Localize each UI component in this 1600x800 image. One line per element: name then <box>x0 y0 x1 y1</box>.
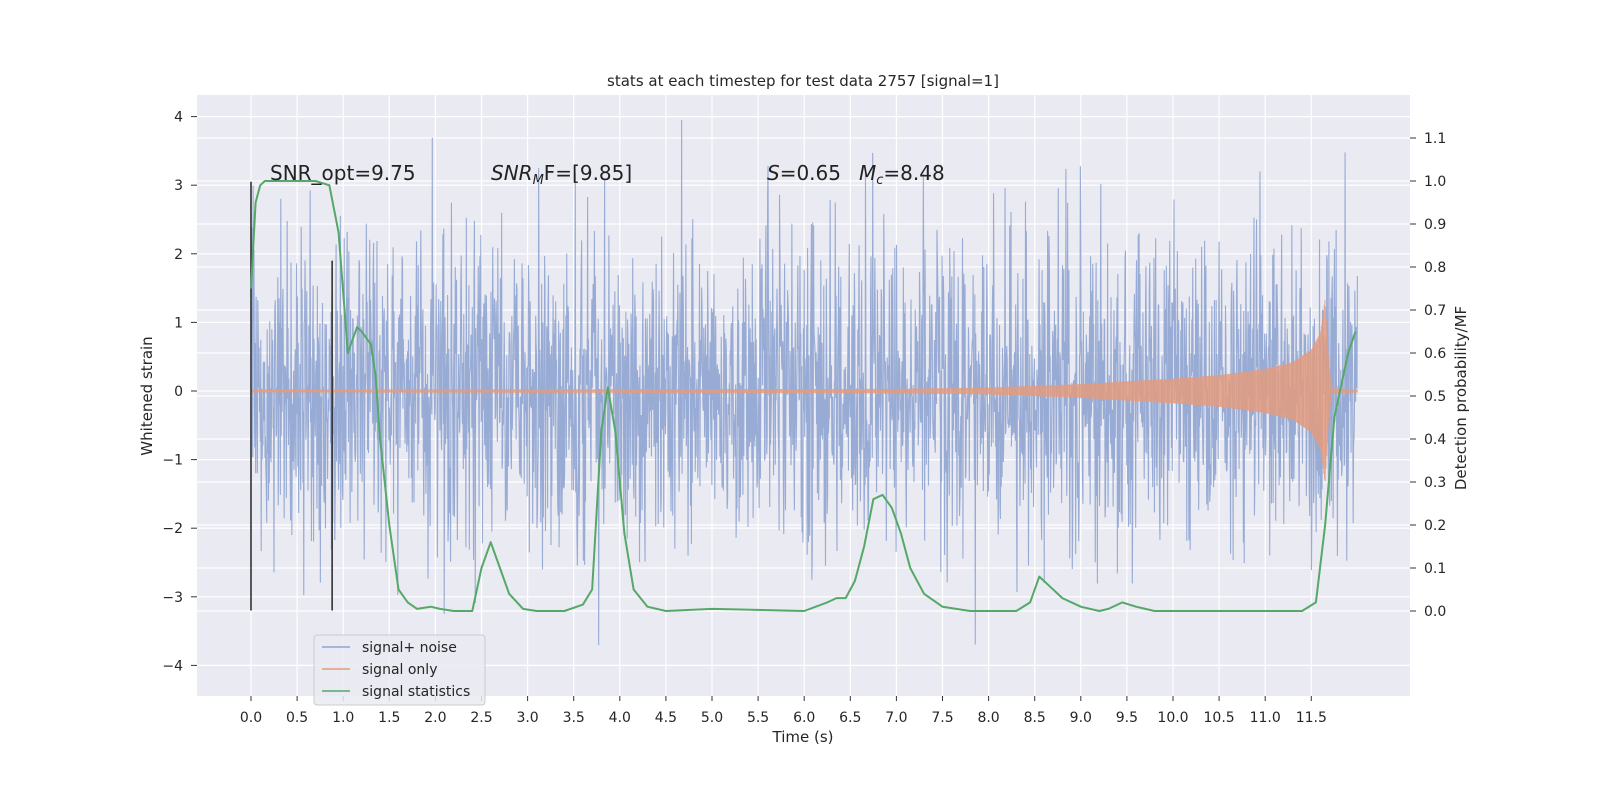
y-left-tick-label: −3 <box>162 590 183 606</box>
x-tick-label: 8.0 <box>977 710 999 726</box>
y-axis-left-label: Whitened strain <box>138 336 156 455</box>
y-right-tick-label: 0.2 <box>1424 518 1446 534</box>
x-tick-label: 3.0 <box>516 710 538 726</box>
statistics-line <box>250 180 1357 612</box>
y-right-tick-label: 0.6 <box>1424 346 1446 362</box>
annotation-snr-mf-rest: F=[9.85] <box>544 161 632 185</box>
x-tick-label: 5.5 <box>747 710 769 726</box>
x-tick-label: 1.0 <box>332 710 354 726</box>
series-signal-only <box>250 300 1358 482</box>
annotation-snr-mf-main: SNR <box>491 161 533 185</box>
y-left-tick-label: −2 <box>162 521 183 537</box>
annotation-mc: Mc=8.48 <box>859 161 945 188</box>
y-right-tick-label: 0.3 <box>1424 475 1446 491</box>
x-tick-label: 2.5 <box>470 710 492 726</box>
annotation-mc-sub: c <box>876 173 883 188</box>
x-tick-label: 0.0 <box>240 710 262 726</box>
annotation-mc-main: M <box>859 161 876 185</box>
y-left-tick-label: 2 <box>174 247 183 263</box>
x-tick-label: 6.5 <box>839 710 861 726</box>
legend-label-signal-only: signal only <box>362 662 437 678</box>
y-left-tick-label: 0 <box>174 384 183 400</box>
y-right-tick-label: 0.1 <box>1424 561 1446 577</box>
annotation-snr-mf: SNRMF=[9.85] <box>491 161 632 188</box>
x-tick-label: 3.5 <box>563 710 585 726</box>
legend-label-signal-statistics: signal statistics <box>362 684 470 700</box>
legend-box <box>313 634 486 706</box>
vertical-markers <box>250 181 333 611</box>
y-right-tick-label: 0.5 <box>1424 389 1446 405</box>
x-tick-label: 7.5 <box>931 710 953 726</box>
legend-label-signal-noise: signal+ noise <box>362 640 457 656</box>
x-tick-label: 5.0 <box>701 710 723 726</box>
x-tick-label: 7.0 <box>885 710 907 726</box>
y-right-tick-label: 1.1 <box>1424 131 1446 147</box>
y-right-tick-label: 0.7 <box>1424 303 1446 319</box>
annotation-mc-rest: =8.48 <box>883 161 944 185</box>
annotation-s-main: S <box>767 161 780 185</box>
y-left-tick-label: 4 <box>174 110 183 126</box>
y-axis-right-label: Detection probability/MF <box>1452 306 1470 490</box>
y-axis-left-ticks: 4 3 2 1 0 −1 −2 −3 −4 <box>162 110 197 674</box>
x-tick-label: 10.5 <box>1204 710 1235 726</box>
series-signal-statistics <box>250 180 1357 612</box>
x-tick-label: 1.5 <box>378 710 400 726</box>
legend: signal+ noise signal only signal statist… <box>313 634 486 706</box>
x-tick-label: 10.0 <box>1157 710 1188 726</box>
x-tick-label: 11.5 <box>1296 710 1327 726</box>
y-axis-right-ticks: 1.1 1.0 0.9 0.8 0.7 0.6 0.5 0.4 0.3 0.2 0.1 0.0 <box>1410 131 1446 620</box>
y-left-tick-label: −4 <box>162 658 183 674</box>
y-left-tick-label: 3 <box>174 178 183 194</box>
annotation-s-rest: =0.65 <box>780 161 841 185</box>
y-left-tick-label: 1 <box>174 315 183 331</box>
annotation-snr-mf-sub: M <box>533 173 544 188</box>
y-right-tick-label: 0.0 <box>1424 604 1446 620</box>
signal-only-line <box>250 300 1358 482</box>
y-right-tick-label: 0.8 <box>1424 260 1446 276</box>
chart-title: stats at each timestep for test data 275… <box>607 72 999 90</box>
annotation-snr-opt: SNR_opt=9.75 <box>270 161 416 185</box>
x-axis-label: Time (s) <box>772 728 834 746</box>
y-right-tick-label: 0.9 <box>1424 217 1446 233</box>
x-tick-label: 4.5 <box>655 710 677 726</box>
x-tick-label: 9.0 <box>1070 710 1092 726</box>
x-tick-label: 0.5 <box>286 710 308 726</box>
x-tick-label: 8.5 <box>1024 710 1046 726</box>
y-right-tick-label: 1.0 <box>1424 174 1446 190</box>
y-left-tick-label: −1 <box>162 453 183 469</box>
x-tick-label: 2.0 <box>424 710 446 726</box>
x-tick-label: 6.0 <box>793 710 815 726</box>
x-tick-label: 11.0 <box>1250 710 1281 726</box>
x-axis-ticks: 0.0 0.5 1.0 1.5 2.0 2.5 3.0 3.5 4.0 4.5 5.0 5.5 6.0 6… <box>240 696 1327 726</box>
annotation-s: S=0.65 <box>767 161 841 185</box>
x-tick-label: 4.0 <box>609 710 631 726</box>
y-right-tick-label: 0.4 <box>1424 432 1446 448</box>
x-tick-label: 9.5 <box>1116 710 1138 726</box>
